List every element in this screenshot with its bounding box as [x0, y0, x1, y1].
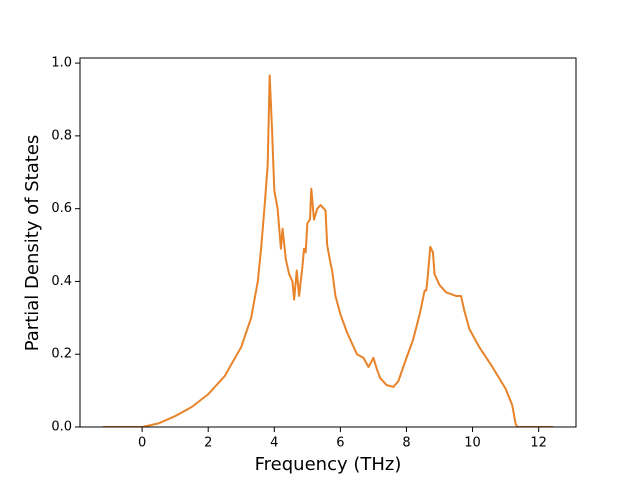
y-axis-label: Partial Density of States [22, 135, 43, 352]
y-tick-label: 0.2 [51, 347, 72, 362]
x-axis-label: Frequency (THz) [255, 454, 402, 475]
x-tick-label: 12 [530, 436, 547, 451]
x-tick-label: 10 [464, 436, 481, 451]
x-tick-label: 8 [402, 436, 410, 451]
y-tick-label: 0.0 [51, 420, 72, 435]
line [102, 74, 554, 427]
x-tick-label: 0 [138, 436, 146, 451]
y-tick-label: 0.6 [51, 201, 72, 216]
y-tick-label: 0.8 [51, 128, 72, 143]
y-tick-label: 1.0 [51, 56, 72, 71]
x-tick-label: 6 [336, 436, 344, 451]
x-tick-label: 2 [204, 436, 212, 451]
x-tick-label: 4 [270, 436, 278, 451]
plot-frame [79, 57, 577, 428]
y-tick-label: 0.4 [51, 274, 72, 289]
